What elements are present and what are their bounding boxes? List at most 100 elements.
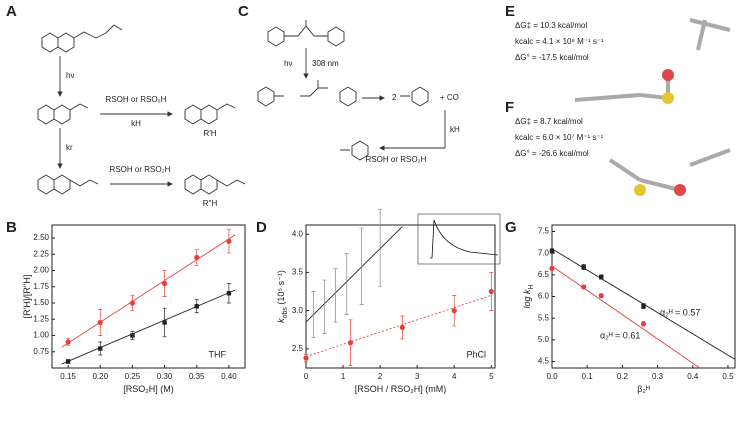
energy-text: ΔG° = -17.5 kcal/mol xyxy=(515,53,589,62)
scheme-text: hν xyxy=(66,71,74,80)
y-tick-label: 6.5 xyxy=(538,270,550,279)
data-point xyxy=(65,359,71,364)
plot-frame xyxy=(51,224,246,369)
data-point xyxy=(598,293,604,299)
data-point xyxy=(226,291,232,296)
annotation: α₂ᴴ = 0.61 xyxy=(600,330,640,340)
data-point xyxy=(303,355,309,361)
x-label-part: β₂ᴴ xyxy=(637,384,650,394)
x-tick-label: 0.25 xyxy=(125,372,141,381)
x-tick-label: 0.30 xyxy=(157,372,173,381)
x-tick-label: 0.1 xyxy=(582,372,594,381)
y-axis-label: [R'H]/[R''H] xyxy=(22,275,32,319)
y-tick-label: 4.5 xyxy=(538,357,550,366)
x-tick-label: 0.3 xyxy=(652,372,664,381)
x-tick-label: 0 xyxy=(304,372,309,381)
x-tick-label: 4 xyxy=(452,372,457,381)
x-label-part: [RSO₂H] (M) xyxy=(123,384,174,394)
data-point xyxy=(65,339,71,345)
x-tick-label: 3 xyxy=(415,372,420,381)
y-tick-label: 3.5 xyxy=(292,268,304,277)
energy-text: kcalc = 6.0 × 10⁷ M⁻¹ s⁻¹ xyxy=(515,133,604,142)
y-tick-label: 2.5 xyxy=(292,344,304,353)
scheme-c xyxy=(257,20,446,161)
y-tick-label: 1.50 xyxy=(33,298,49,307)
x-axis-label: [RSO₂H] (M) xyxy=(123,384,174,394)
data-point xyxy=(161,280,168,287)
data-point xyxy=(98,346,103,351)
molecule-model xyxy=(574,18,731,196)
scheme-text: 308 nm xyxy=(312,59,339,68)
data-point xyxy=(194,304,199,309)
y-tick-label: 1.75 xyxy=(33,282,49,291)
data-point xyxy=(581,284,587,290)
inset xyxy=(417,213,501,265)
fit-line xyxy=(61,289,236,365)
error-bar xyxy=(344,252,349,315)
fit-line xyxy=(551,265,701,369)
data-point xyxy=(97,319,103,326)
panel-label: B xyxy=(6,219,17,236)
error-bar xyxy=(322,279,327,334)
y-axis-label: log kH xyxy=(522,284,535,308)
y-label-part: [R'H]/[R''H] xyxy=(22,275,32,319)
x-tick-label: 0.35 xyxy=(189,372,205,381)
panel-label: F xyxy=(505,99,514,116)
annotation: PhCl xyxy=(466,349,486,359)
energy-text: ΔG‡ = 10.3 kcal/mol xyxy=(515,21,587,30)
scheme-text: RSOH or RSO₂H xyxy=(110,165,171,174)
y-tick-label: 7.0 xyxy=(538,248,550,257)
annotation: α₂ᴴ = 0.57 xyxy=(660,307,700,317)
fit-line xyxy=(305,294,492,357)
data-point xyxy=(194,254,200,261)
scheme-text: RSOH or RSO₂H xyxy=(106,95,167,104)
y-tick-label: 2.00 xyxy=(33,266,49,275)
y-label-part: k xyxy=(276,318,286,323)
data-point xyxy=(641,303,646,309)
y-label-part: obs xyxy=(282,307,289,319)
plot-frame xyxy=(305,224,496,369)
fit-line xyxy=(61,234,236,348)
energy-text: ΔG‡ = 8.7 kcal/mol xyxy=(515,117,583,126)
x-axis-label: [RSOH / RSO₂H] (mM) xyxy=(355,384,447,394)
scheme-text: hν xyxy=(284,59,292,68)
y-tick-label: 1.00 xyxy=(33,331,49,340)
fit-line xyxy=(305,226,403,323)
x-tick-label: 1 xyxy=(341,372,346,381)
annotation: THF xyxy=(209,349,227,359)
x-tick-label: 2 xyxy=(378,372,383,381)
y-tick-label: 4.0 xyxy=(292,229,304,238)
scheme-text: RSOH or RSO₂H xyxy=(366,155,427,164)
error-bar xyxy=(333,268,338,323)
data-point xyxy=(581,264,586,270)
y-tick-label: 5.0 xyxy=(538,335,550,344)
energy-text: ΔG° = -26.6 kcal/mol xyxy=(515,149,589,158)
data-point xyxy=(640,321,647,327)
scheme-text: kH xyxy=(450,125,460,134)
y-label-part: (10⁵ s⁻¹) xyxy=(276,270,286,307)
y-label-part: log k xyxy=(522,289,532,309)
error-bar xyxy=(359,227,364,305)
error-bar xyxy=(378,209,383,287)
x-tick-label: 0.20 xyxy=(92,372,108,381)
scheme-text: + CO xyxy=(440,93,459,102)
data-point xyxy=(347,340,354,346)
x-tick-label: 0.15 xyxy=(60,372,76,381)
data-point xyxy=(488,288,494,295)
x-tick-label: 0.40 xyxy=(221,372,237,381)
data-point xyxy=(549,265,555,271)
scheme-a xyxy=(37,24,246,195)
scheme-text: 2 xyxy=(392,93,397,102)
panel-label: C xyxy=(238,3,249,20)
energy-text: kcalc = 4.1 × 10⁸ M⁻¹ s⁻¹ xyxy=(515,37,604,46)
y-axis-label: kobs (10⁵ s⁻¹) xyxy=(276,270,289,323)
x-tick-label: 0.5 xyxy=(722,372,734,381)
y-tick-label: 2.50 xyxy=(33,233,49,242)
y-tick-label: 0.75 xyxy=(33,347,49,356)
y-tick-label: 2.25 xyxy=(33,249,49,258)
data-point xyxy=(399,324,405,331)
y-tick-label: 5.5 xyxy=(538,313,550,322)
data-point xyxy=(162,320,167,325)
x-tick-label: 0.0 xyxy=(546,372,558,381)
scheme-text: kr xyxy=(66,143,73,152)
